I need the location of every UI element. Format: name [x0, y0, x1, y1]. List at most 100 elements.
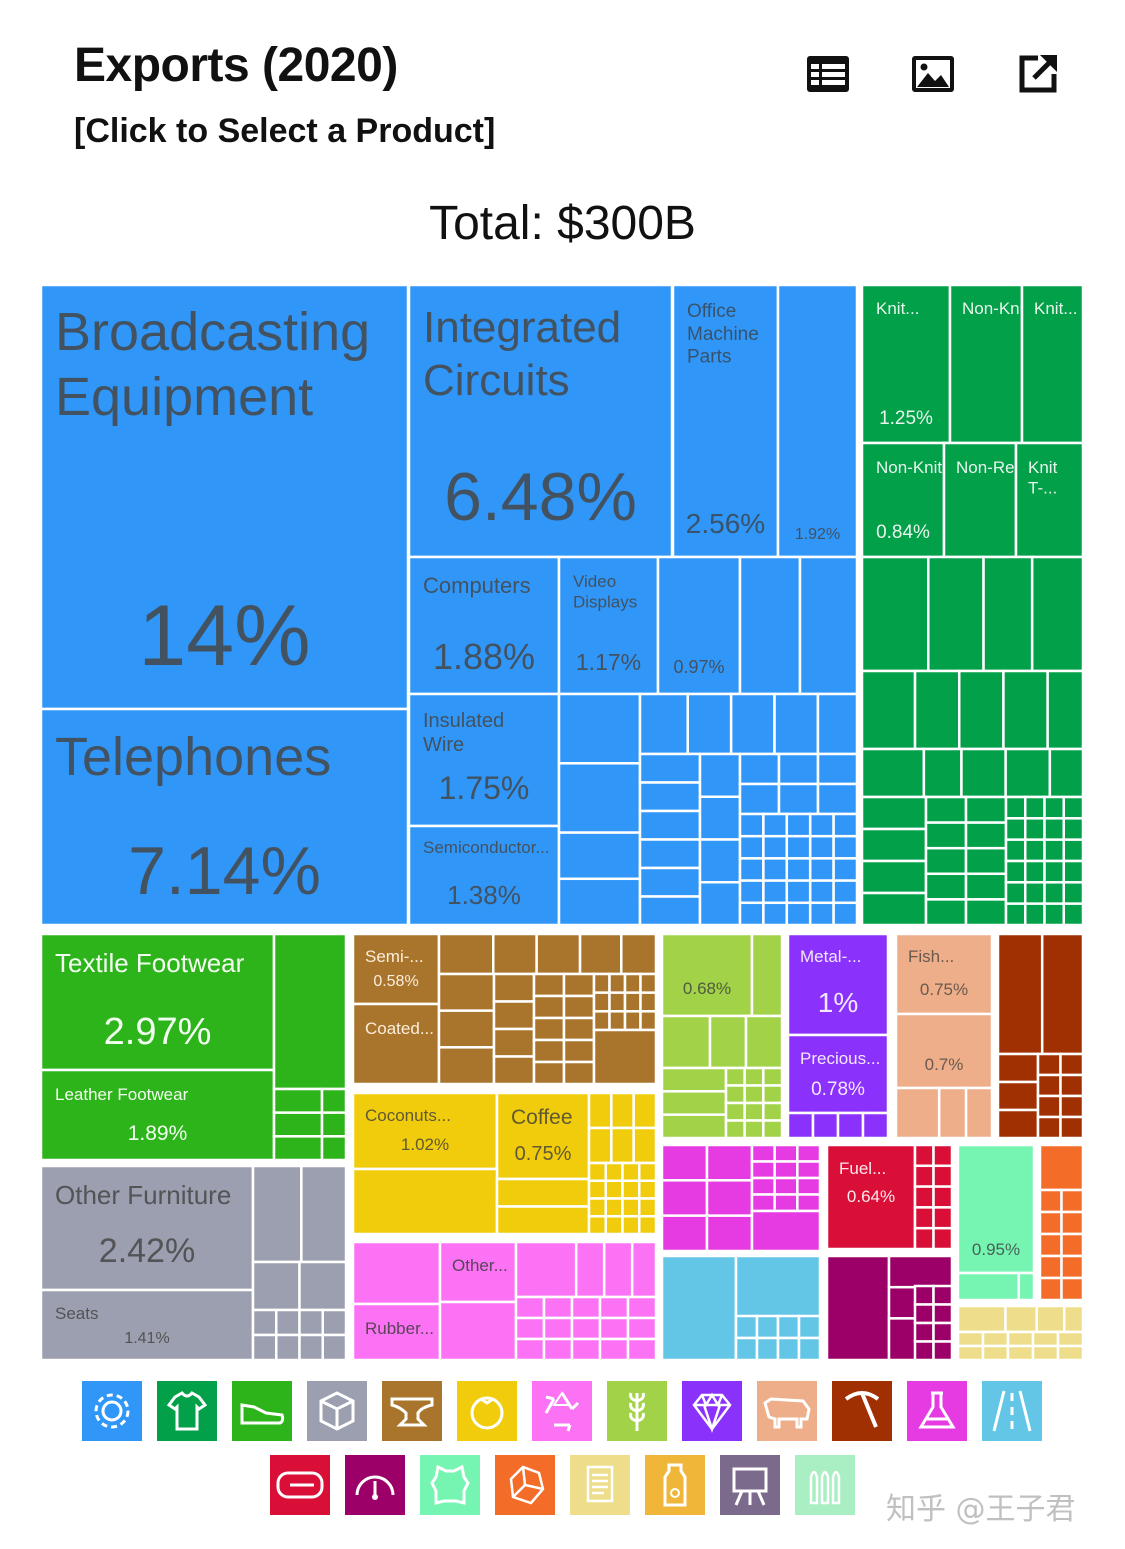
treemap-small-tile[interactable]	[686, 692, 733, 756]
treemap-small-tile[interactable]	[638, 1161, 658, 1182]
treemap-small-tile[interactable]	[785, 901, 812, 927]
treemap-tile[interactable]	[660, 932, 754, 1018]
image-download-button[interactable]	[909, 50, 957, 98]
treemap-small-tile[interactable]	[932, 1303, 954, 1325]
treemap-small-tile[interactable]	[957, 669, 1005, 751]
treemap-small-tile[interactable]	[808, 901, 835, 927]
treemap-small-tile[interactable]	[621, 1215, 641, 1236]
treemap-small-tile[interactable]	[785, 812, 812, 838]
treemap-small-tile[interactable]	[272, 1111, 324, 1138]
treemap-small-tile[interactable]	[860, 827, 928, 863]
treemap-small-tile[interactable]	[860, 669, 917, 751]
treemap-small-tile[interactable]	[932, 1164, 954, 1188]
treemap-small-tile[interactable]	[913, 1206, 935, 1230]
treemap-small-tile[interactable]	[660, 1214, 709, 1253]
treemap-small-tile[interactable]	[1035, 1304, 1066, 1334]
treemap-small-tile[interactable]	[924, 898, 968, 927]
treemap-small-tile[interactable]	[1024, 817, 1046, 841]
treemap-small-tile[interactable]	[1043, 859, 1065, 884]
treemap-small-tile[interactable]	[592, 1010, 611, 1032]
treemap-small-tile[interactable]	[927, 555, 985, 673]
treemap-small-tile[interactable]	[272, 1135, 324, 1162]
treemap-small-tile[interactable]	[492, 1055, 536, 1086]
treemap-small-tile[interactable]	[724, 1101, 746, 1122]
treemap-small-tile[interactable]	[1017, 1271, 1036, 1302]
treemap-small-tile[interactable]	[776, 1336, 801, 1362]
treemap-small-tile[interactable]	[557, 877, 642, 927]
treemap-small-tile[interactable]	[1038, 1188, 1063, 1214]
treemap-small-tile[interactable]	[608, 1010, 627, 1032]
treemap-small-tile[interactable]	[698, 752, 742, 798]
treemap-small-tile[interactable]	[598, 1337, 630, 1362]
treemap-small-tile[interactable]	[587, 1197, 607, 1218]
treemap-small-tile[interactable]	[762, 901, 789, 927]
treemap-small-tile[interactable]	[598, 1295, 630, 1320]
treemap-small-tile[interactable]	[437, 932, 495, 976]
treemap-small-tile[interactable]	[705, 1143, 754, 1182]
treemap-small-tile[interactable]	[320, 1111, 348, 1138]
treemap-small-tile[interactable]	[251, 1164, 303, 1264]
treemap-small-tile[interactable]	[1004, 795, 1027, 820]
treemap-small-tile[interactable]	[1043, 902, 1065, 927]
treemap-small-tile[interactable]	[1006, 1344, 1035, 1362]
treemap-tile[interactable]	[738, 555, 802, 696]
treemap-small-tile[interactable]	[1062, 881, 1085, 905]
treemap-small-tile[interactable]	[562, 1038, 596, 1064]
treemap-tile[interactable]	[825, 1143, 917, 1251]
treemap-small-tile[interactable]	[1004, 902, 1027, 927]
treemap-tile[interactable]	[351, 1091, 499, 1171]
treemap-small-tile[interactable]	[724, 1084, 746, 1105]
treemap-small-tile[interactable]	[514, 1295, 546, 1320]
treemap-small-tile[interactable]	[816, 782, 859, 816]
legend-item-chemicals[interactable]	[907, 1381, 967, 1441]
treemap-tile[interactable]	[894, 932, 994, 1016]
treemap-small-tile[interactable]	[532, 1060, 566, 1086]
treemap-small-tile[interactable]	[638, 752, 702, 784]
treemap-small-tile[interactable]	[913, 1321, 935, 1343]
treemap-small-tile[interactable]	[660, 1066, 728, 1093]
treemap-small-tile[interactable]	[604, 1197, 624, 1218]
treemap-small-tile[interactable]	[924, 872, 968, 901]
treemap-small-tile[interactable]	[660, 1113, 728, 1140]
treemap-small-tile[interactable]	[750, 1193, 776, 1213]
treemap-small-tile[interactable]	[913, 1340, 935, 1362]
legend-item-textiles[interactable]	[157, 1381, 217, 1441]
treemap-small-tile[interactable]	[956, 1271, 1021, 1302]
treemap-small-tile[interactable]	[913, 1284, 935, 1306]
treemap-small-tile[interactable]	[604, 1179, 624, 1200]
treemap-small-tile[interactable]	[698, 881, 742, 927]
treemap-small-tile[interactable]	[587, 1161, 607, 1182]
treemap-small-tile[interactable]	[773, 1193, 799, 1213]
treemap-small-tile[interactable]	[1004, 838, 1027, 863]
treemap-small-tile[interactable]	[750, 1143, 776, 1163]
treemap-small-tile[interactable]	[1036, 1052, 1062, 1077]
treemap-small-tile[interactable]	[630, 1240, 658, 1299]
treemap-small-tile[interactable]	[860, 795, 928, 831]
treemap-small-tile[interactable]	[587, 1126, 613, 1165]
legend-item-transport[interactable]	[982, 1381, 1042, 1441]
treemap-small-tile[interactable]	[1060, 1232, 1085, 1258]
treemap-small-tile[interactable]	[932, 1321, 954, 1343]
treemap-tile[interactable]	[660, 1254, 738, 1362]
treemap-small-tile[interactable]	[1024, 859, 1046, 884]
treemap-small-tile[interactable]	[1030, 555, 1085, 673]
treemap-small-tile[interactable]	[542, 1295, 574, 1320]
treemap-tile[interactable]	[557, 555, 660, 696]
legend-item-footwear[interactable]	[232, 1381, 292, 1441]
treemap-small-tile[interactable]	[1062, 859, 1085, 884]
treemap-small-tile[interactable]	[1059, 1073, 1085, 1098]
treemap-small-tile[interactable]	[996, 1080, 1040, 1112]
treemap-small-tile[interactable]	[638, 809, 702, 841]
treemap-small-tile[interactable]	[298, 1308, 324, 1337]
treemap-small-tile[interactable]	[937, 1086, 968, 1140]
treemap-small-tile[interactable]	[956, 1330, 985, 1348]
treemap-small-tile[interactable]	[981, 1344, 1010, 1362]
treemap-small-tile[interactable]	[1006, 1330, 1035, 1348]
treemap-small-tile[interactable]	[562, 1060, 596, 1086]
treemap-small-tile[interactable]	[956, 1344, 985, 1362]
treemap-small-tile[interactable]	[638, 1215, 658, 1236]
treemap-small-tile[interactable]	[981, 1330, 1010, 1348]
legend-item-foodstuffs[interactable]	[457, 1381, 517, 1441]
treemap-small-tile[interactable]	[532, 1016, 566, 1042]
treemap-small-tile[interactable]	[638, 692, 689, 756]
